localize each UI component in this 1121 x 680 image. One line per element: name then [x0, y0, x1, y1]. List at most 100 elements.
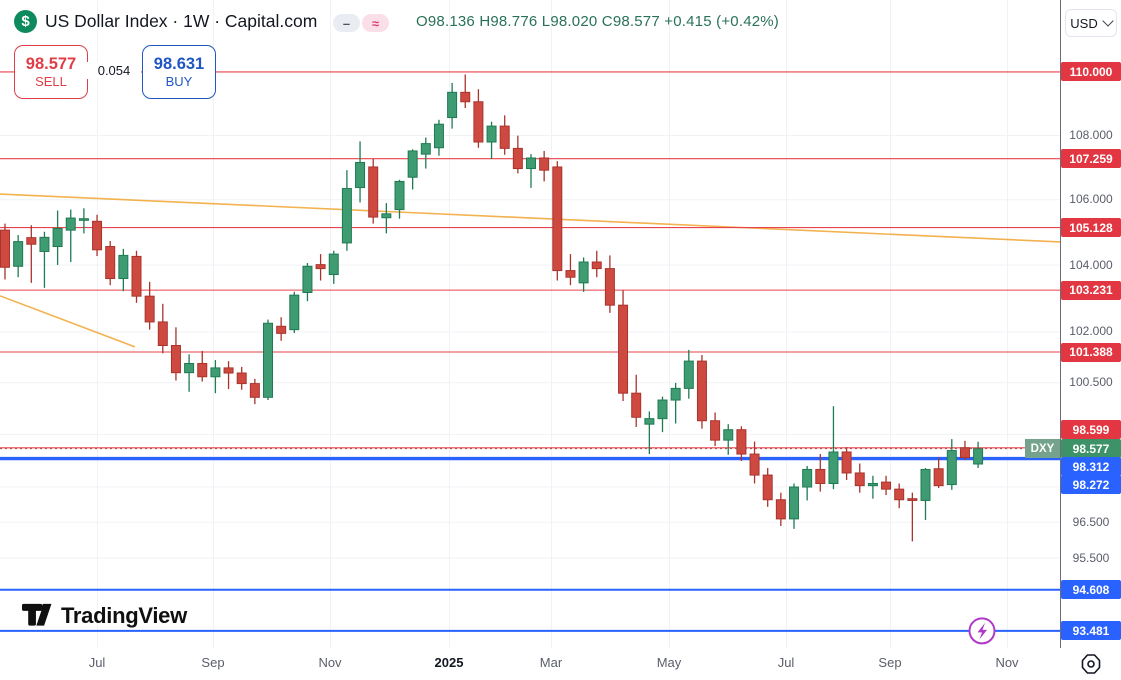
time-axis-label: Sep [878, 655, 902, 670]
candle [736, 429, 747, 455]
candle [92, 220, 103, 251]
candle [946, 450, 957, 486]
sell-price: 98.577 [25, 54, 77, 73]
candle [368, 166, 379, 218]
candle [526, 157, 536, 170]
candle [473, 101, 484, 143]
candle [802, 468, 813, 488]
candle [394, 180, 405, 211]
time-axis[interactable]: Jul Sep Nov 2025 Mar May Jul Sep Nov [0, 648, 1061, 680]
candle [959, 447, 970, 459]
candle [683, 360, 694, 389]
candle [920, 468, 931, 501]
buy-button[interactable]: 98.631 BUY [142, 45, 216, 99]
candle [210, 367, 221, 378]
minus-icon[interactable]: – [333, 14, 360, 32]
candle [828, 451, 839, 485]
candle [723, 429, 734, 441]
trend-lines[interactable] [0, 193, 1061, 348]
chevron-down-icon [1102, 15, 1114, 27]
candle [644, 418, 655, 425]
symbol-logo-icon: $ [14, 10, 37, 33]
candle [512, 147, 523, 170]
candle [276, 325, 287, 334]
candle [696, 360, 707, 422]
octagon-settings-icon[interactable] [1079, 652, 1103, 676]
candle [289, 294, 300, 331]
candle [815, 468, 826, 485]
candle [302, 265, 313, 293]
red-level-badge[interactable]: 107.259 [1061, 149, 1121, 169]
candle [499, 125, 510, 149]
candle [236, 372, 247, 385]
time-axis-label: May [656, 655, 682, 670]
red-level-badge[interactable]: 98.599 [1061, 420, 1121, 440]
currency-selector[interactable]: USD [1065, 9, 1117, 37]
lightning-marker[interactable] [968, 617, 996, 645]
price-axis-label: 96.500 [1072, 514, 1110, 529]
candle [433, 123, 444, 149]
axis-corner[interactable] [1061, 648, 1121, 680]
candle [341, 188, 352, 244]
currency-label: USD [1070, 15, 1098, 31]
candle [105, 246, 116, 280]
candle [39, 236, 50, 252]
candle [223, 367, 234, 374]
candle [591, 261, 602, 270]
time-axis-label: Sep [201, 655, 225, 670]
tradingview-logo[interactable]: TradingView [22, 602, 187, 629]
candle [631, 392, 642, 418]
candle [894, 488, 905, 501]
candle [78, 218, 89, 221]
red-level-badge[interactable]: 101.388 [1061, 342, 1121, 362]
price-axis-label: 95.500 [1072, 550, 1110, 565]
candle [854, 472, 865, 487]
blue-level-badge[interactable]: 94.608 [1061, 580, 1121, 600]
candle [762, 474, 773, 501]
candle [881, 481, 892, 490]
candle [157, 321, 168, 347]
candle [144, 295, 155, 323]
symbol-chip-dxy: DXY [1025, 439, 1060, 459]
time-axis-label: 2025 [434, 655, 464, 670]
red-level-badge[interactable]: 103.231 [1061, 280, 1121, 300]
ohlc-readout: O98.136 H98.776 L98.020 C98.577 +0.415 (… [416, 13, 780, 30]
candle [618, 304, 629, 394]
candle [749, 453, 760, 476]
candle [933, 468, 944, 487]
candle [170, 345, 181, 374]
candle [552, 166, 563, 272]
price-axis-label: 102.000 [1069, 324, 1113, 339]
time-axis-label: Mar [539, 655, 563, 670]
blue-level-badge[interactable]: 98.312 [1061, 457, 1121, 477]
candle [604, 268, 615, 306]
chart-title[interactable]: US Dollar Index · 1W · Capital.com [45, 11, 318, 31]
blue-level-badge[interactable]: 93.481 [1061, 621, 1121, 641]
candle [670, 387, 681, 401]
candle [447, 91, 458, 119]
candle [184, 362, 195, 374]
current-price-badge[interactable]: 98.577 [1061, 439, 1121, 459]
tradingview-logo-text: TradingView [61, 602, 187, 628]
time-axis-label: Nov [995, 655, 1019, 670]
candle [907, 498, 918, 501]
candle [197, 362, 208, 378]
candlestick-series [0, 74, 984, 542]
candle [13, 241, 24, 267]
price-axis-label: 100.500 [1069, 375, 1113, 390]
candle [775, 499, 786, 520]
candle [539, 157, 550, 171]
sell-button[interactable]: 98.577 SELL [14, 45, 88, 99]
price-axis[interactable]: 108.000 106.000 104.000 102.000 100.500 96.50… [1061, 0, 1121, 648]
buy-price: 98.631 [153, 54, 205, 73]
red-level-badge[interactable]: 110.000 [1061, 62, 1121, 82]
tradingview-logo-icon [22, 603, 52, 626]
red-level-badge[interactable]: 105.128 [1061, 218, 1121, 238]
time-axis-label: Jul [777, 655, 795, 670]
blue-level-badge[interactable]: 98.272 [1061, 475, 1121, 495]
time-axis-label: Jul [88, 655, 106, 670]
candle [381, 213, 392, 219]
approx-icon[interactable]: ≈ [362, 14, 389, 32]
